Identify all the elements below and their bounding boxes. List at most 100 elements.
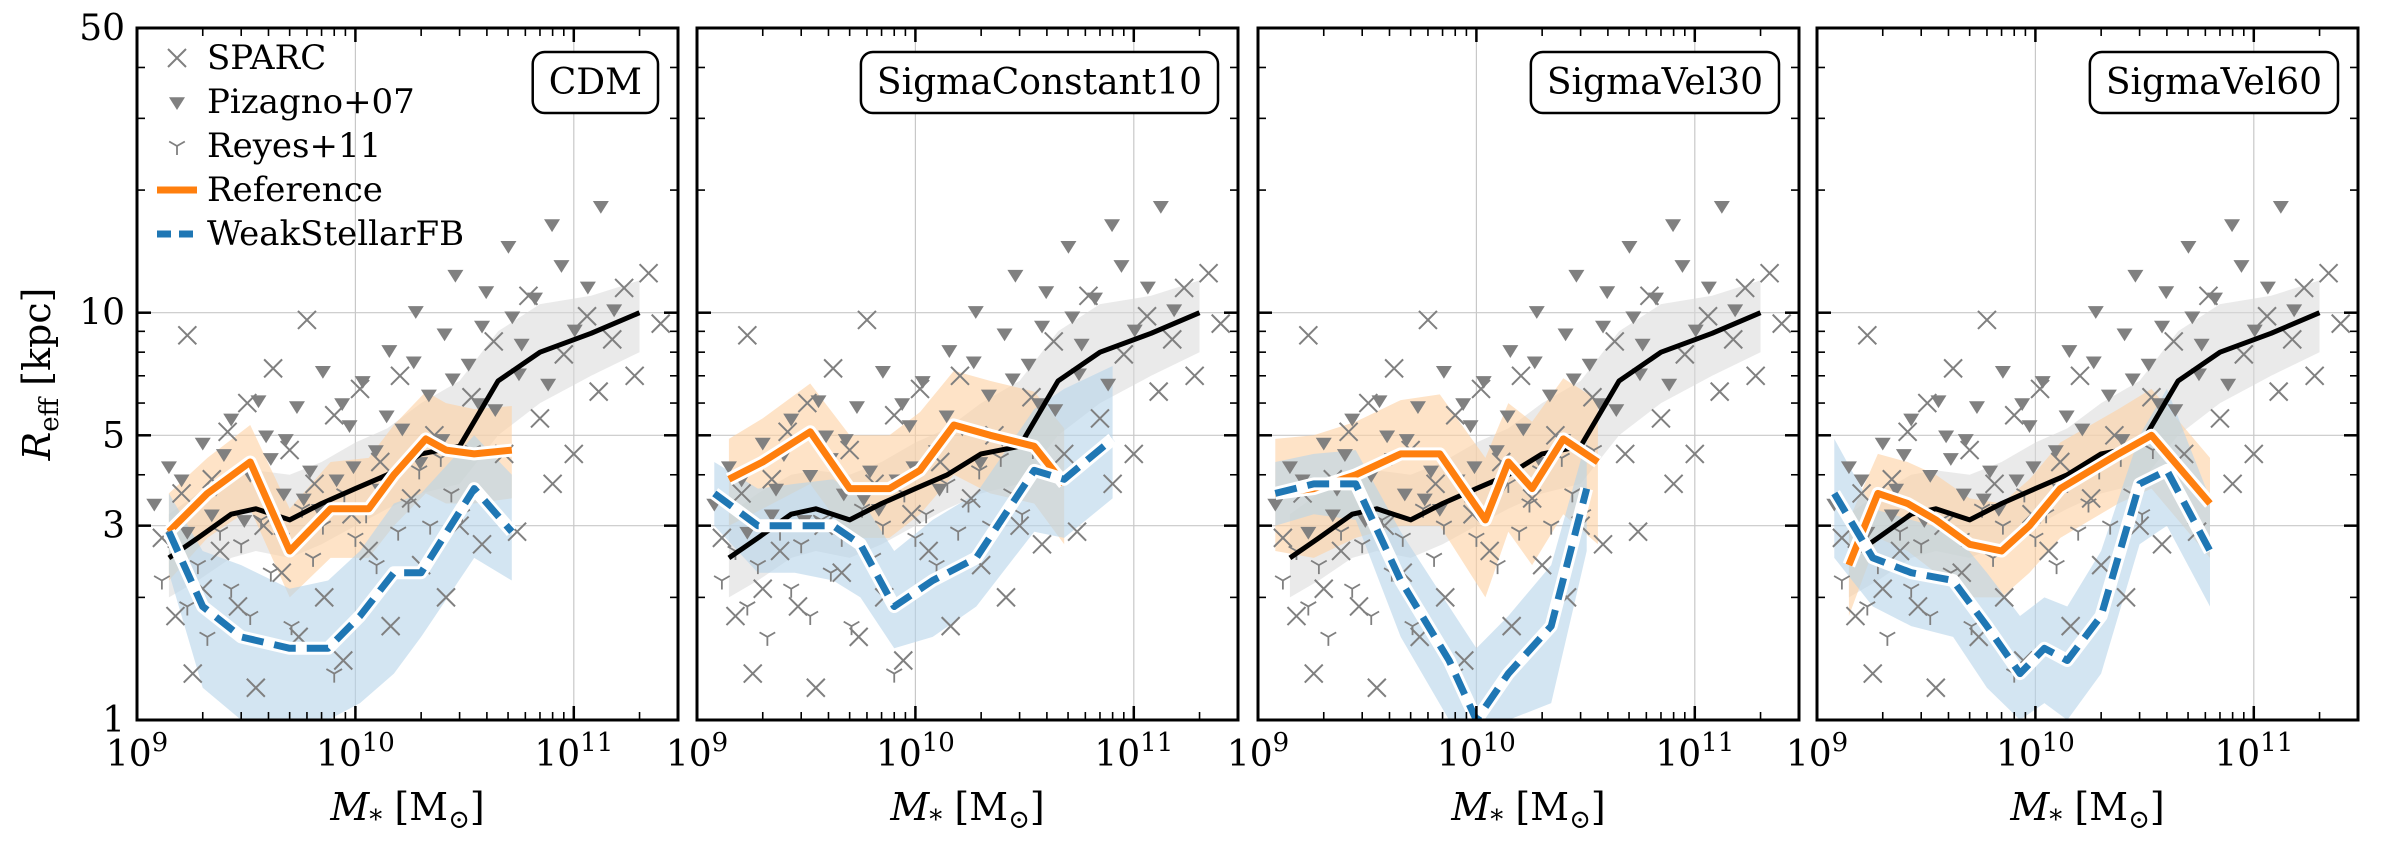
sparc-point <box>1897 422 1918 442</box>
legend: SPARCPizagno+07Reyes+11ReferenceWeakStel… <box>157 38 464 254</box>
reyes-point <box>949 526 967 541</box>
pizagno-point <box>203 509 220 523</box>
legend-sparc-marker <box>167 48 187 68</box>
panel-cdm: 109 1010 1011 M* [M⊙] CDM <box>106 26 680 835</box>
panel-frame <box>1256 26 1801 722</box>
reference-band <box>1275 378 1598 598</box>
sparc-point <box>370 452 390 472</box>
reyes-point <box>1994 520 2012 535</box>
pizagno-point <box>818 430 835 444</box>
pizagno-point <box>381 345 398 358</box>
sparc-point <box>940 616 961 636</box>
reyes-point <box>822 567 840 582</box>
sparc-point <box>823 358 843 379</box>
sparc-point <box>1723 329 1743 350</box>
sparc-point <box>1286 606 1307 626</box>
pizagno-point <box>394 423 411 437</box>
panel-title-frame <box>859 50 1220 115</box>
pizagno-point <box>2150 398 2167 412</box>
sparc-point <box>1845 606 1866 626</box>
pizagno-point <box>407 306 424 319</box>
sparc-point <box>1184 366 1205 386</box>
sparc-point <box>2257 306 2277 326</box>
pizagno-point <box>2116 328 2133 342</box>
legend-item: Pizagno+07 <box>169 82 415 122</box>
sparc-point <box>333 650 353 671</box>
sparc-point <box>1890 541 1910 561</box>
sparc-point <box>2318 263 2339 283</box>
sparc-point <box>1959 440 1980 460</box>
sparc-point <box>1331 541 1351 561</box>
sparc-point <box>650 313 671 334</box>
legend-reyes-marker <box>168 140 186 155</box>
pizagno-point <box>1888 483 1905 497</box>
x-tick-label: 1011 <box>1655 728 1734 775</box>
reyes-point <box>1353 539 1371 554</box>
pizagno-point <box>901 420 918 433</box>
sparc-point <box>1994 587 2014 608</box>
sparc-point <box>1298 325 1319 346</box>
pizagno-point <box>412 457 429 470</box>
plot-area <box>1826 200 2351 720</box>
reyes-point <box>749 559 767 575</box>
pizagno-point <box>1020 358 1037 372</box>
sparc-point <box>743 663 763 684</box>
pizagno-point <box>914 376 931 389</box>
sparc-point <box>1435 587 1455 608</box>
sparc-point <box>542 474 563 494</box>
pizagno-point <box>1528 306 1545 319</box>
pizagno-point <box>2246 324 2263 338</box>
sparc-point <box>314 587 334 608</box>
sparc-point <box>1977 310 1997 330</box>
reyes-point <box>1310 559 1328 575</box>
pizagno-point <box>1324 509 1341 523</box>
reyes-point <box>241 610 259 626</box>
sparc-point <box>1304 663 1324 684</box>
legend-label: WeakStellarFB <box>207 214 464 254</box>
pizagno-point <box>2114 434 2131 447</box>
x-tick-label: 1011 <box>534 728 613 775</box>
pizagno-point <box>1396 488 1413 502</box>
panel-title-box: SigmaVel30 <box>1529 50 1781 115</box>
sparc-point <box>731 483 752 504</box>
x-axis-label: M* [M⊙] <box>889 785 1044 835</box>
sparc-point <box>1044 331 1064 352</box>
panel-title: SigmaVel30 <box>1547 62 1763 103</box>
pizagno-point <box>2087 306 2104 319</box>
pizagno-point <box>474 320 491 334</box>
pizagno-point <box>1621 240 1638 254</box>
reyes-point <box>325 668 343 683</box>
reyes-point <box>1362 610 1380 626</box>
reyes-point <box>885 668 903 683</box>
legend-item: Reyes+11 <box>168 126 381 166</box>
grid <box>697 28 1238 720</box>
x-tick-label: 1010 <box>876 728 955 775</box>
reyes-point <box>1274 575 1292 590</box>
sparc-point <box>1338 422 1359 442</box>
sparc-point <box>2116 587 2136 608</box>
pizagno-point <box>1409 401 1426 415</box>
pizagno-point <box>1064 311 1081 325</box>
plot-area <box>146 200 671 720</box>
pizagno-point <box>1416 493 1433 507</box>
pizagno-point <box>223 413 240 427</box>
sparc-point <box>770 541 790 561</box>
pizagno-point <box>1661 378 1678 392</box>
reyes-point <box>400 498 417 513</box>
weakfb-line <box>1831 466 2214 678</box>
pizagno-point <box>566 324 583 338</box>
reyes-point <box>368 559 385 575</box>
reyes-point <box>1320 631 1337 646</box>
sparc-point <box>1479 541 1500 561</box>
pizagno-point <box>436 328 453 342</box>
sparc-point <box>1273 528 1293 548</box>
pizagno-point <box>2206 292 2223 306</box>
pizagno-point <box>848 401 865 415</box>
pizagno-point <box>1060 240 1077 254</box>
pizagno-point <box>236 515 253 528</box>
pizagno-point <box>2058 410 2075 424</box>
sparc-point <box>848 627 869 647</box>
reyes-point <box>179 601 196 616</box>
pizagno-point <box>250 395 267 409</box>
panels-layer: 109 1010 1011 M* [M⊙] CDM 109 1010 1011 M* [M⊙] S… <box>106 26 2360 835</box>
